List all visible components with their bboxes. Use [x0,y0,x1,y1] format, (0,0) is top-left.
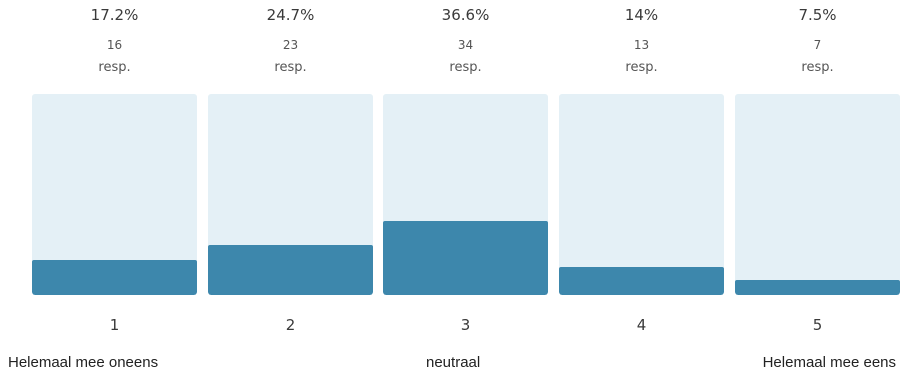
bar-column: 14% 13 resp. 4 [559,0,724,340]
bar-column: 24.7% 23 resp. 2 [208,0,373,340]
bar-column: 17.2% 16 resp. 1 [32,0,197,340]
bar-track [383,94,548,295]
category-label: 3 [460,316,471,334]
response-unit-label: resp. [801,60,834,75]
response-count: 23 [282,38,299,52]
percent-label: 7.5% [798,6,837,24]
bar [383,221,548,295]
response-unit-label: resp. [625,60,658,75]
bar [735,280,900,295]
bar [32,260,197,295]
response-count: 16 [106,38,123,52]
scale-label-middle: neutraal [426,354,481,371]
response-unit-label: resp. [98,60,131,75]
scale-label-left: Helemaal mee oneens [8,354,159,371]
response-count: 13 [633,38,650,52]
percent-label: 14% [624,6,659,24]
category-label: 1 [109,316,120,334]
percent-label: 17.2% [90,6,139,24]
response-unit-label: resp. [449,60,482,75]
percent-label: 24.7% [266,6,315,24]
bar-column: 36.6% 34 resp. 3 [383,0,548,340]
bar-track [735,94,900,295]
bar [208,245,373,295]
percent-label: 36.6% [441,6,490,24]
scale-label-right: Helemaal mee eens [762,354,896,371]
bar-track [559,94,724,295]
response-count: 7 [813,38,822,52]
bar-track [32,94,197,295]
category-label: 5 [812,316,823,334]
response-count: 34 [457,38,474,52]
category-label: 4 [636,316,647,334]
bar [559,267,724,295]
response-unit-label: resp. [274,60,307,75]
bar-column: 7.5% 7 resp. 5 [735,0,900,340]
category-label: 2 [285,316,296,334]
bar-track [208,94,373,295]
